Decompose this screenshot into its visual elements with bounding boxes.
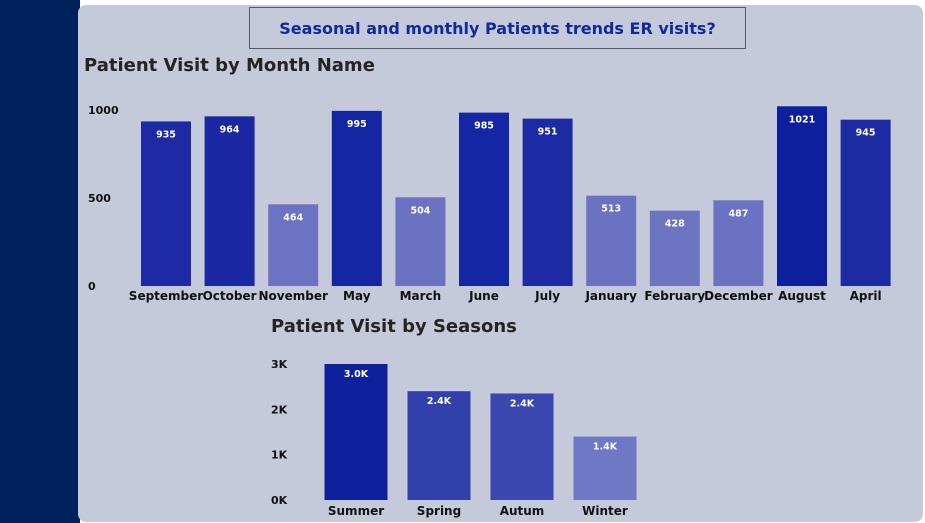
bar[interactable]	[713, 200, 764, 286]
bar[interactable]	[586, 195, 637, 286]
bar[interactable]	[490, 393, 554, 500]
bar[interactable]	[777, 106, 827, 286]
data-label: 935	[156, 129, 176, 140]
data-label: 985	[474, 121, 494, 132]
data-label: 1.4K	[593, 442, 618, 453]
x-tick-label: Winter	[582, 504, 628, 518]
bar[interactable]	[324, 364, 388, 500]
x-tick-label: September	[129, 289, 203, 303]
report-title: Seasonal and monthly Patients trends ER …	[279, 18, 716, 38]
bar[interactable]	[840, 119, 891, 287]
y-tick-label: 500	[88, 192, 111, 205]
season-chart-title: Patient Visit by Seasons	[271, 316, 517, 337]
bar[interactable]	[573, 436, 637, 500]
data-label: 513	[601, 204, 621, 215]
data-label: 2.4K	[510, 398, 535, 409]
data-label: 951	[538, 127, 558, 138]
data-label: 964	[220, 124, 240, 135]
bar[interactable]	[407, 391, 471, 500]
data-label: 995	[347, 119, 367, 130]
y-tick-label: 0K	[271, 494, 288, 507]
bar[interactable]	[204, 116, 255, 286]
x-tick-label: May	[343, 289, 371, 303]
data-label: 1021	[789, 114, 815, 125]
x-tick-label: Summer	[328, 504, 384, 518]
x-tick-label: July	[534, 289, 560, 303]
bar[interactable]	[268, 204, 319, 286]
y-tick-label: 1000	[88, 104, 119, 117]
data-label: 487	[728, 208, 748, 219]
x-tick-label: April	[850, 289, 882, 303]
data-label: 2.4K	[427, 396, 452, 407]
y-tick-label: 3K	[271, 358, 288, 371]
bar[interactable]	[395, 197, 446, 286]
data-label: 3.0K	[344, 369, 369, 380]
bar[interactable]	[459, 112, 509, 286]
x-tick-label: February	[644, 289, 705, 303]
month-chart-title: Patient Visit by Month Name	[84, 55, 375, 76]
data-label: 464	[283, 212, 303, 223]
x-tick-label: December	[704, 289, 773, 303]
x-tick-label: Autum	[500, 504, 545, 518]
bar[interactable]	[141, 121, 191, 286]
y-tick-label: 1K	[271, 449, 288, 462]
x-tick-label: November	[258, 289, 327, 303]
bar[interactable]	[522, 118, 573, 287]
bar[interactable]	[649, 210, 700, 286]
data-label: 945	[856, 128, 876, 139]
data-label: 504	[410, 205, 430, 216]
y-tick-label: 0	[88, 280, 96, 293]
x-tick-label: January	[584, 289, 637, 303]
x-tick-label: October	[203, 289, 257, 303]
x-tick-label: June	[468, 289, 499, 303]
report-title-box: Seasonal and monthly Patients trends ER …	[249, 7, 746, 49]
x-tick-label: Spring	[417, 504, 461, 518]
y-tick-label: 2K	[271, 403, 288, 416]
x-tick-label: August	[778, 289, 826, 303]
left-nav-bar	[0, 0, 80, 523]
x-tick-label: March	[400, 289, 442, 303]
bar[interactable]	[331, 110, 382, 286]
data-label: 428	[665, 219, 685, 230]
